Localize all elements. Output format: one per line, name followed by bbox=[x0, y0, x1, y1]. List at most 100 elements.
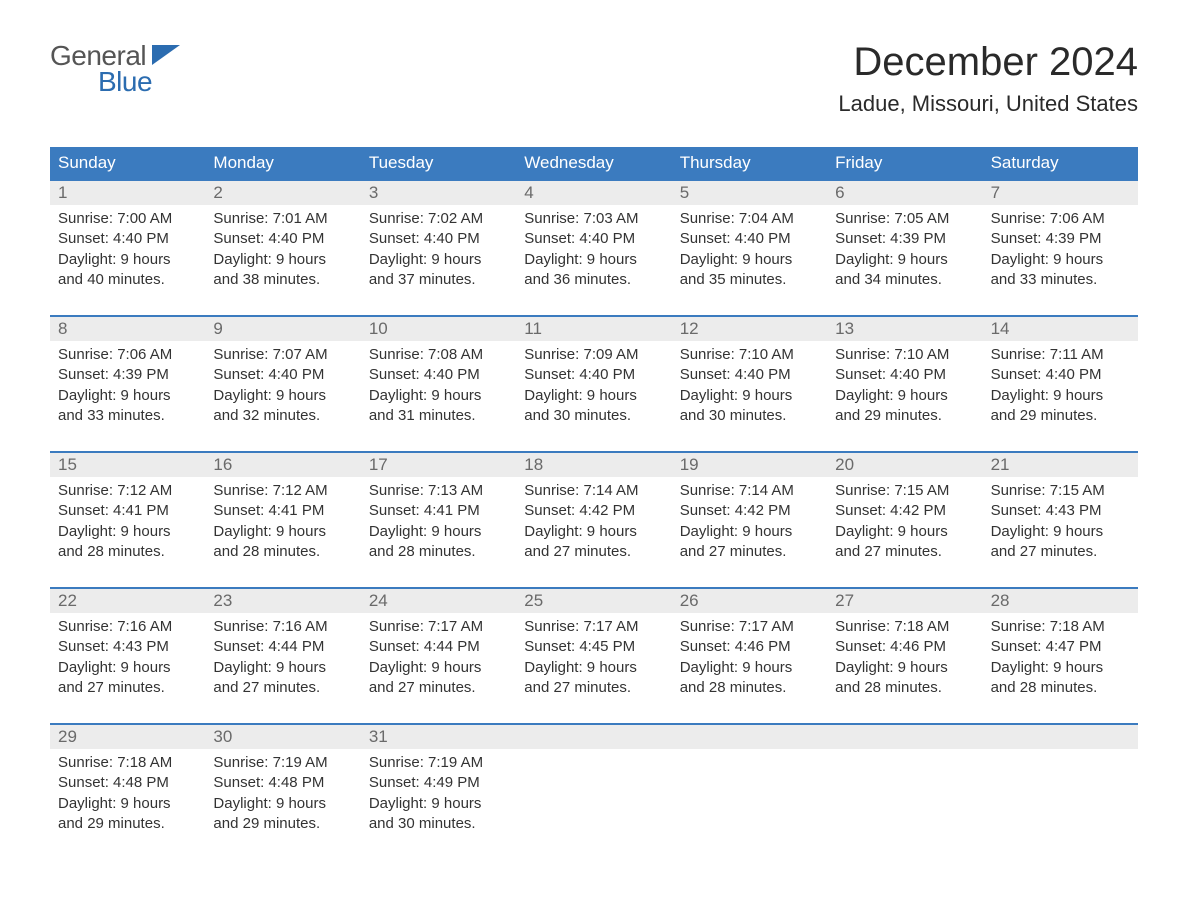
day-sunset: Sunset: 4:48 PM bbox=[213, 773, 352, 793]
day-cell: Sunrise: 7:07 AMSunset: 4:40 PMDaylight:… bbox=[205, 341, 360, 437]
day-dl2: and 27 minutes. bbox=[524, 678, 663, 698]
day-number: 1 bbox=[50, 181, 205, 205]
day-sunrise: Sunrise: 7:10 AM bbox=[835, 345, 974, 365]
day-number bbox=[672, 725, 827, 749]
day-dl2: and 36 minutes. bbox=[524, 270, 663, 290]
day-number-strip: 22232425262728 bbox=[50, 589, 1138, 613]
day-dl2: and 30 minutes. bbox=[680, 406, 819, 426]
day-number: 15 bbox=[50, 453, 205, 477]
day-dl2: and 29 minutes. bbox=[835, 406, 974, 426]
day-number: 26 bbox=[672, 589, 827, 613]
day-dl1: Daylight: 9 hours bbox=[991, 386, 1130, 406]
day-number: 8 bbox=[50, 317, 205, 341]
day-dl2: and 30 minutes. bbox=[369, 814, 508, 834]
day-dl1: Daylight: 9 hours bbox=[991, 658, 1130, 678]
day-dl1: Daylight: 9 hours bbox=[369, 386, 508, 406]
day-dl1: Daylight: 9 hours bbox=[213, 794, 352, 814]
day-sunrise: Sunrise: 7:12 AM bbox=[58, 481, 197, 501]
day-sunrise: Sunrise: 7:14 AM bbox=[524, 481, 663, 501]
day-cell: Sunrise: 7:04 AMSunset: 4:40 PMDaylight:… bbox=[672, 205, 827, 301]
day-body-strip: Sunrise: 7:00 AMSunset: 4:40 PMDaylight:… bbox=[50, 205, 1138, 301]
title-block: December 2024 Ladue, Missouri, United St… bbox=[838, 40, 1138, 117]
day-cell: Sunrise: 7:12 AMSunset: 4:41 PMDaylight:… bbox=[205, 477, 360, 573]
day-dl1: Daylight: 9 hours bbox=[835, 386, 974, 406]
day-number: 14 bbox=[983, 317, 1138, 341]
day-number: 22 bbox=[50, 589, 205, 613]
day-number: 19 bbox=[672, 453, 827, 477]
day-number: 13 bbox=[827, 317, 982, 341]
day-number bbox=[827, 725, 982, 749]
day-dl2: and 27 minutes. bbox=[213, 678, 352, 698]
day-body-strip: Sunrise: 7:16 AMSunset: 4:43 PMDaylight:… bbox=[50, 613, 1138, 709]
day-dl1: Daylight: 9 hours bbox=[524, 658, 663, 678]
day-sunset: Sunset: 4:40 PM bbox=[213, 365, 352, 385]
day-dl1: Daylight: 9 hours bbox=[213, 658, 352, 678]
day-sunset: Sunset: 4:40 PM bbox=[58, 229, 197, 249]
day-sunrise: Sunrise: 7:17 AM bbox=[369, 617, 508, 637]
day-sunset: Sunset: 4:39 PM bbox=[58, 365, 197, 385]
day-sunrise: Sunrise: 7:18 AM bbox=[58, 753, 197, 773]
calendar-week: 1234567Sunrise: 7:00 AMSunset: 4:40 PMDa… bbox=[50, 179, 1138, 301]
day-sunset: Sunset: 4:42 PM bbox=[680, 501, 819, 521]
weekday-label: Thursday bbox=[672, 147, 827, 179]
day-number: 2 bbox=[205, 181, 360, 205]
day-number: 7 bbox=[983, 181, 1138, 205]
day-cell: Sunrise: 7:17 AMSunset: 4:46 PMDaylight:… bbox=[672, 613, 827, 709]
day-dl1: Daylight: 9 hours bbox=[991, 522, 1130, 542]
day-number: 5 bbox=[672, 181, 827, 205]
day-number bbox=[516, 725, 671, 749]
weekday-header-row: Sunday Monday Tuesday Wednesday Thursday… bbox=[50, 147, 1138, 179]
day-dl1: Daylight: 9 hours bbox=[213, 522, 352, 542]
day-dl2: and 29 minutes. bbox=[58, 814, 197, 834]
day-cell: Sunrise: 7:15 AMSunset: 4:42 PMDaylight:… bbox=[827, 477, 982, 573]
day-number: 9 bbox=[205, 317, 360, 341]
day-cell bbox=[827, 749, 982, 845]
weekday-label: Friday bbox=[827, 147, 982, 179]
day-number-strip: 15161718192021 bbox=[50, 453, 1138, 477]
day-number: 20 bbox=[827, 453, 982, 477]
day-number: 11 bbox=[516, 317, 671, 341]
day-cell: Sunrise: 7:01 AMSunset: 4:40 PMDaylight:… bbox=[205, 205, 360, 301]
day-sunset: Sunset: 4:49 PM bbox=[369, 773, 508, 793]
day-sunset: Sunset: 4:44 PM bbox=[369, 637, 508, 657]
day-sunset: Sunset: 4:42 PM bbox=[524, 501, 663, 521]
day-dl1: Daylight: 9 hours bbox=[369, 658, 508, 678]
day-sunset: Sunset: 4:43 PM bbox=[58, 637, 197, 657]
day-number: 12 bbox=[672, 317, 827, 341]
day-sunrise: Sunrise: 7:04 AM bbox=[680, 209, 819, 229]
day-cell: Sunrise: 7:18 AMSunset: 4:48 PMDaylight:… bbox=[50, 749, 205, 845]
day-sunset: Sunset: 4:46 PM bbox=[835, 637, 974, 657]
day-sunset: Sunset: 4:44 PM bbox=[213, 637, 352, 657]
weekday-label: Tuesday bbox=[361, 147, 516, 179]
day-number: 31 bbox=[361, 725, 516, 749]
day-cell: Sunrise: 7:17 AMSunset: 4:45 PMDaylight:… bbox=[516, 613, 671, 709]
day-sunset: Sunset: 4:40 PM bbox=[524, 365, 663, 385]
day-sunrise: Sunrise: 7:08 AM bbox=[369, 345, 508, 365]
day-sunrise: Sunrise: 7:12 AM bbox=[213, 481, 352, 501]
day-dl2: and 34 minutes. bbox=[835, 270, 974, 290]
day-number: 27 bbox=[827, 589, 982, 613]
day-dl1: Daylight: 9 hours bbox=[58, 794, 197, 814]
day-dl1: Daylight: 9 hours bbox=[680, 658, 819, 678]
day-sunset: Sunset: 4:41 PM bbox=[58, 501, 197, 521]
calendar-week: 22232425262728Sunrise: 7:16 AMSunset: 4:… bbox=[50, 587, 1138, 709]
day-sunset: Sunset: 4:46 PM bbox=[680, 637, 819, 657]
day-cell: Sunrise: 7:14 AMSunset: 4:42 PMDaylight:… bbox=[516, 477, 671, 573]
day-cell: Sunrise: 7:13 AMSunset: 4:41 PMDaylight:… bbox=[361, 477, 516, 573]
day-cell: Sunrise: 7:05 AMSunset: 4:39 PMDaylight:… bbox=[827, 205, 982, 301]
day-cell: Sunrise: 7:08 AMSunset: 4:40 PMDaylight:… bbox=[361, 341, 516, 437]
day-dl1: Daylight: 9 hours bbox=[58, 658, 197, 678]
day-sunset: Sunset: 4:40 PM bbox=[680, 365, 819, 385]
day-number: 6 bbox=[827, 181, 982, 205]
day-sunset: Sunset: 4:40 PM bbox=[369, 365, 508, 385]
day-cell: Sunrise: 7:14 AMSunset: 4:42 PMDaylight:… bbox=[672, 477, 827, 573]
day-cell: Sunrise: 7:10 AMSunset: 4:40 PMDaylight:… bbox=[672, 341, 827, 437]
day-dl2: and 38 minutes. bbox=[213, 270, 352, 290]
day-dl2: and 27 minutes. bbox=[680, 542, 819, 562]
day-dl2: and 28 minutes. bbox=[991, 678, 1130, 698]
day-sunrise: Sunrise: 7:18 AM bbox=[991, 617, 1130, 637]
day-dl1: Daylight: 9 hours bbox=[58, 386, 197, 406]
day-cell: Sunrise: 7:11 AMSunset: 4:40 PMDaylight:… bbox=[983, 341, 1138, 437]
day-cell: Sunrise: 7:06 AMSunset: 4:39 PMDaylight:… bbox=[983, 205, 1138, 301]
day-cell: Sunrise: 7:19 AMSunset: 4:49 PMDaylight:… bbox=[361, 749, 516, 845]
